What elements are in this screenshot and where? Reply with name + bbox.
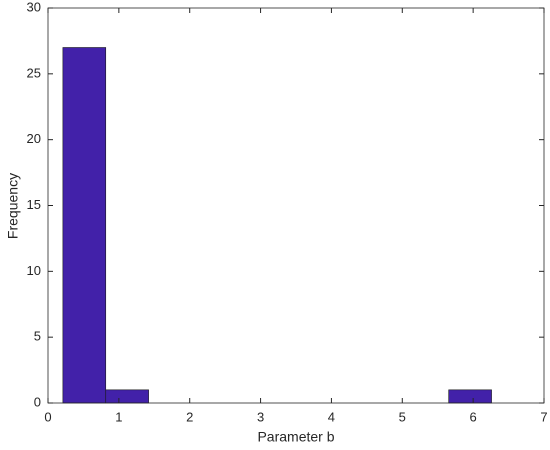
bar bbox=[448, 389, 492, 404]
y-tick-label: 30 bbox=[27, 0, 41, 14]
y-tick-label: 25 bbox=[27, 65, 41, 80]
bar bbox=[105, 389, 149, 404]
x-axis-label: Parameter b bbox=[257, 429, 334, 445]
y-tick-label: 0 bbox=[34, 394, 41, 409]
x-tick-label: 2 bbox=[186, 409, 193, 424]
x-tick-label: 0 bbox=[44, 409, 51, 424]
y-tick-label: 5 bbox=[34, 329, 41, 344]
y-tick-label: 15 bbox=[27, 197, 41, 212]
x-tick-label: 3 bbox=[257, 409, 264, 424]
y-axis-label: Frequency bbox=[5, 173, 21, 239]
y-tick-label: 20 bbox=[27, 131, 41, 146]
x-tick-label: 7 bbox=[540, 409, 547, 424]
x-tick-label: 1 bbox=[115, 409, 122, 424]
x-tick-label: 4 bbox=[328, 409, 335, 424]
y-tick-label: 10 bbox=[27, 263, 41, 278]
x-tick-label: 6 bbox=[470, 409, 477, 424]
x-tick-label: 5 bbox=[399, 409, 406, 424]
axes-box bbox=[47, 7, 545, 404]
bar bbox=[62, 47, 107, 404]
